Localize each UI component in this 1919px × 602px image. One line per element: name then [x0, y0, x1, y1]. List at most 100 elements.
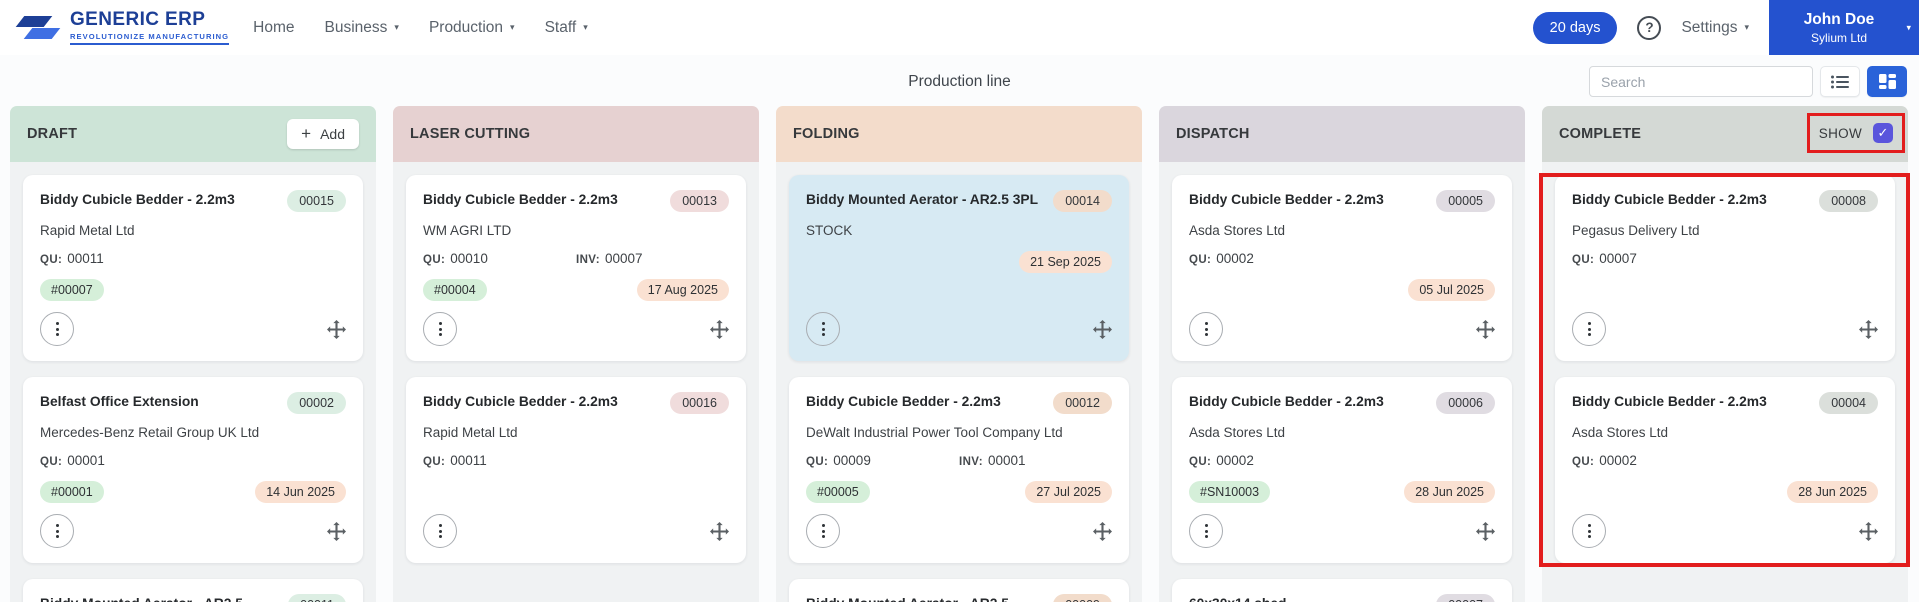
- card-company: Pegasus Delivery Ltd: [1572, 223, 1700, 238]
- card[interactable]: Biddy Cubicle Bedder - 2.2m3 00015 Rapid …: [23, 175, 363, 361]
- chevron-down-icon: ▾: [1744, 22, 1749, 32]
- card-date-badge: 14 Jun 2025: [255, 481, 346, 503]
- column-title: DRAFT: [27, 126, 78, 142]
- card-number-badge: 00016: [670, 392, 729, 414]
- page-title: Production line: [908, 72, 1011, 90]
- column-title: FOLDING: [793, 126, 860, 142]
- card[interactable]: Biddy Cubicle Bedder - 2.2m3 00008 Pegasu…: [1555, 175, 1895, 361]
- move-handle-icon[interactable]: [1859, 319, 1878, 339]
- column-dispatch: DISPATCH Biddy Cubicle Bedder - 2.2m3 000…: [1159, 106, 1525, 602]
- card-menu-button[interactable]: [1572, 514, 1606, 548]
- card[interactable]: Biddy Cubicle Bedder - 2.2m3 00006 Asda S…: [1172, 377, 1512, 563]
- card-qu-ref: QU: 00002: [1189, 251, 1254, 266]
- card-number-badge: 00002: [287, 392, 346, 414]
- card-company: Mercedes-Benz Retail Group UK Ltd: [40, 425, 260, 440]
- card-menu-button[interactable]: [806, 514, 840, 548]
- kanban-view-icon: [1878, 74, 1896, 89]
- move-handle-icon[interactable]: [1476, 521, 1495, 541]
- days-badge[interactable]: 20 days: [1532, 11, 1618, 44]
- card-menu-button[interactable]: [1189, 514, 1223, 548]
- card[interactable]: Biddy Cubicle Bedder - 2.2m3 00004 Asda S…: [1555, 377, 1895, 563]
- card-qu-ref: QU: 00009: [806, 453, 871, 468]
- search-input[interactable]: [1589, 66, 1814, 97]
- card[interactable]: Biddy Cubicle Bedder - 2.2m3 00005 Asda S…: [1172, 175, 1512, 361]
- card[interactable]: Belfast Office Extension 00002 Mercedes-B…: [23, 377, 363, 563]
- card-title: Biddy Cubicle Bedder - 2.2m3: [423, 192, 618, 207]
- card-tag: #00007: [40, 279, 104, 301]
- kanban-board: DRAFT + Add Biddy Cubicle Bedder - 2.2m3 0…: [0, 106, 1919, 602]
- move-handle-icon[interactable]: [1093, 521, 1112, 541]
- card-date-badge: 28 Jun 2025: [1404, 481, 1495, 503]
- card-qu-ref: QU: 00011: [40, 251, 104, 266]
- card-date-badge: 05 Jul 2025: [1408, 279, 1495, 301]
- list-view-icon: [1831, 75, 1850, 89]
- card-menu-button[interactable]: [423, 312, 457, 346]
- move-handle-icon[interactable]: [327, 521, 346, 541]
- user-company: Sylium Ltd: [1810, 30, 1868, 45]
- column-title: DISPATCH: [1176, 126, 1250, 142]
- card-tag: #SN10003: [1189, 481, 1271, 503]
- card[interactable]: Biddy Cubicle Bedder - 2.2m3 00013 WM AGR…: [406, 175, 746, 361]
- card-title: Biddy Mounted Aerator - AR2.5: [806, 594, 1009, 602]
- settings-menu[interactable]: Settings ▾: [1681, 18, 1749, 36]
- column-header-complete: COMPLETE SHOW ✓: [1542, 106, 1908, 162]
- card-menu-button[interactable]: [40, 514, 74, 548]
- card[interactable]: Biddy Mounted Aerator - AR2.5 00011: [23, 579, 363, 602]
- move-handle-icon[interactable]: [1859, 521, 1878, 541]
- card-menu-button[interactable]: [423, 514, 457, 548]
- card-menu-button[interactable]: [1189, 312, 1223, 346]
- card-number-badge: 00007: [1436, 594, 1495, 602]
- chevron-down-icon: ▾: [1906, 22, 1911, 32]
- brand-title: GENERIC ERP: [70, 9, 206, 31]
- column-header-folding: FOLDING: [776, 106, 1142, 162]
- card-number-badge: 00013: [670, 190, 729, 212]
- card-title: Biddy Cubicle Bedder - 2.2m3: [423, 394, 618, 409]
- move-handle-icon[interactable]: [710, 319, 729, 339]
- card-title: Biddy Cubicle Bedder - 2.2m3: [1572, 394, 1767, 409]
- column-title: LASER CUTTING: [410, 126, 531, 142]
- card-qu-ref: QU: 00002: [1189, 453, 1254, 468]
- add-card-button[interactable]: + Add: [287, 119, 359, 149]
- list-view-button[interactable]: [1820, 66, 1861, 97]
- move-handle-icon[interactable]: [1476, 319, 1495, 339]
- card-company: DeWalt Industrial Power Tool Company Ltd: [806, 425, 1063, 440]
- card-menu-button[interactable]: [1572, 312, 1606, 346]
- nav-item-staff[interactable]: Staff ▾: [544, 18, 588, 36]
- card[interactable]: Biddy Cubicle Bedder - 2.2m3 00012 DeWalt…: [789, 377, 1129, 563]
- kanban-view-button[interactable]: [1867, 66, 1908, 97]
- main-menu: Home Business ▾ Production ▾ Staff ▾: [253, 19, 588, 37]
- user-menu[interactable]: John Doe Sylium Ltd ▾: [1769, 0, 1919, 55]
- brand-logo-icon: [14, 13, 61, 43]
- card-company: Asda Stores Ltd: [1189, 223, 1286, 238]
- card[interactable]: Biddy Mounted Aerator - AR2.5 00009: [789, 579, 1129, 602]
- card-qu-ref: QU: 00010: [423, 251, 488, 266]
- card-tag: #00001: [40, 481, 104, 503]
- brand-tagline: REVOLUTIONIZE MANUFACTURING: [70, 32, 230, 45]
- column-header-draft: DRAFT + Add: [10, 106, 376, 162]
- card-menu-button[interactable]: [806, 312, 840, 346]
- card-title: Biddy Cubicle Bedder - 2.2m3: [1189, 192, 1384, 207]
- card-number-badge: 00005: [1436, 190, 1495, 212]
- card[interactable]: Biddy Mounted Aerator - AR2.5 3PL 00014 S…: [789, 175, 1129, 361]
- move-handle-icon[interactable]: [327, 319, 346, 339]
- nav-item-home[interactable]: Home: [253, 18, 295, 36]
- navbar: GENERIC ERP REVOLUTIONIZE MANUFACTURING …: [0, 0, 1919, 55]
- show-checkbox[interactable]: ✓: [1873, 123, 1893, 143]
- column-laser-cutting: LASER CUTTING Biddy Cubicle Bedder - 2.2…: [393, 106, 759, 602]
- help-icon[interactable]: ?: [1637, 15, 1662, 40]
- nav-item-production[interactable]: Production ▾: [428, 18, 515, 36]
- card-menu-button[interactable]: [40, 312, 74, 346]
- card-number-badge: 00008: [1819, 190, 1878, 212]
- nav-item-business[interactable]: Business ▾: [324, 18, 399, 36]
- card-inv-ref: INV: 00001: [959, 453, 1026, 468]
- move-handle-icon[interactable]: [1093, 319, 1112, 339]
- card[interactable]: Biddy Cubicle Bedder - 2.2m3 00016 Rapid …: [406, 377, 746, 563]
- move-handle-icon[interactable]: [710, 521, 729, 541]
- card-date-badge: 28 Jun 2025: [1787, 481, 1878, 503]
- card[interactable]: 60x30x14 shed 00007: [1172, 579, 1512, 602]
- card-qu-ref: QU: 00011: [423, 453, 487, 468]
- brand-logo[interactable]: GENERIC ERP REVOLUTIONIZE MANUFACTURING: [14, 9, 230, 45]
- card-date-badge: 21 Sep 2025: [1019, 251, 1112, 273]
- card-qu-ref: QU: 00007: [1572, 251, 1637, 266]
- card-qu-ref: QU: 00002: [1572, 453, 1637, 468]
